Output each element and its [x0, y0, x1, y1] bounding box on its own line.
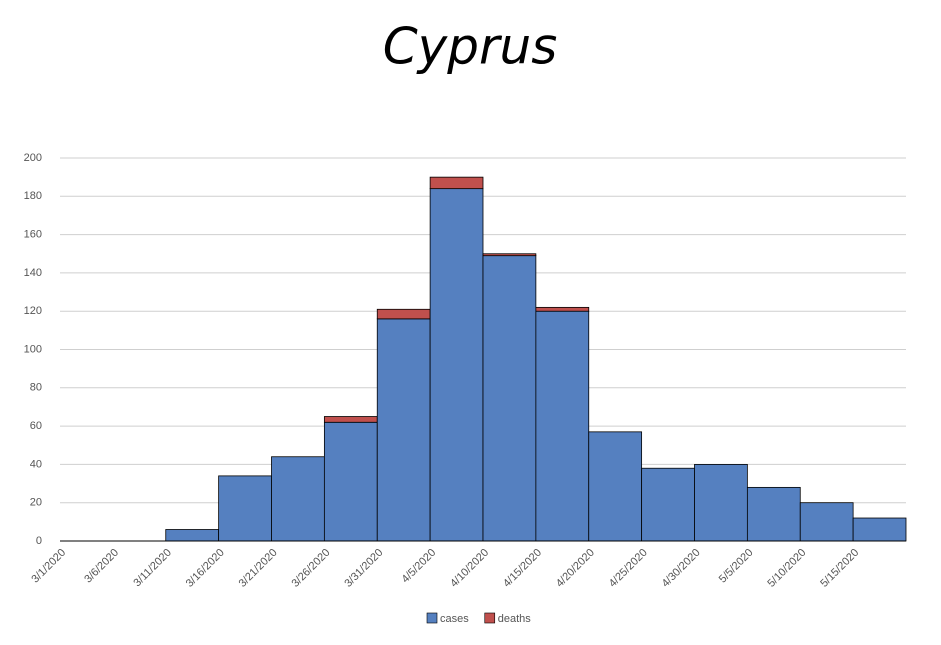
x-tick-label: 5/15/2020 [818, 547, 861, 590]
bar-segment [429, 188, 484, 542]
chart-title: Cyprus [383, 18, 558, 76]
x-tick-label: 5/5/2020 [717, 547, 756, 586]
y-tick-label: 140 [24, 267, 42, 279]
bar-segment [641, 467, 695, 542]
bar-segment [271, 456, 325, 542]
bar-segment [694, 463, 748, 542]
y-tick-label: 200 [24, 152, 42, 164]
bar-segment [588, 431, 643, 542]
x-tick-label: 3/6/2020 [82, 547, 121, 586]
x-tick-label: 3/21/2020 [237, 547, 280, 590]
x-tick-label: 3/16/2020 [184, 547, 227, 590]
x-tick-label: 5/10/2020 [765, 547, 808, 590]
y-tick-label: 180 [24, 190, 42, 202]
legend-label: deaths [498, 613, 532, 625]
bar-segment [165, 529, 220, 542]
x-tick-label: 3/11/2020 [131, 547, 174, 590]
bar-segment [429, 176, 484, 190]
x-tick-label: 4/30/2020 [660, 547, 703, 590]
x-tick-label: 4/15/2020 [501, 547, 544, 590]
bar-segment [376, 318, 431, 542]
x-tick-label: 3/26/2020 [289, 547, 332, 590]
bar-segment [482, 253, 537, 257]
y-tick-label: 40 [30, 458, 42, 470]
bar-segment [218, 475, 272, 542]
x-tick-label: 3/31/2020 [342, 547, 385, 590]
legend-swatch [484, 612, 496, 624]
bar-segment [852, 517, 907, 542]
bar-segment [535, 306, 590, 312]
y-tick-label: 100 [24, 343, 42, 355]
y-tick-label: 20 [30, 497, 42, 509]
y-tick-label: 120 [24, 305, 42, 317]
legend-swatch [426, 612, 438, 624]
bar-segment [746, 486, 801, 542]
y-tick-label: 0 [36, 535, 42, 547]
bar-segment [482, 255, 537, 542]
bar-segment [799, 502, 854, 542]
x-tick-label: 3/1/2020 [29, 547, 68, 586]
bar-segment [323, 416, 378, 423]
y-tick-label: 160 [24, 229, 42, 241]
bar-segment [535, 310, 590, 542]
y-tick-label: 60 [30, 420, 42, 432]
x-tick-label: 4/5/2020 [400, 547, 439, 586]
bar-segment [323, 421, 378, 542]
y-tick-label: 80 [30, 382, 42, 394]
x-tick-label: 4/10/2020 [448, 547, 491, 590]
bar-segment [376, 308, 431, 320]
legend-label: cases [440, 613, 469, 625]
x-tick-label: 4/25/2020 [607, 547, 650, 590]
x-tick-label: 4/20/2020 [554, 547, 597, 590]
